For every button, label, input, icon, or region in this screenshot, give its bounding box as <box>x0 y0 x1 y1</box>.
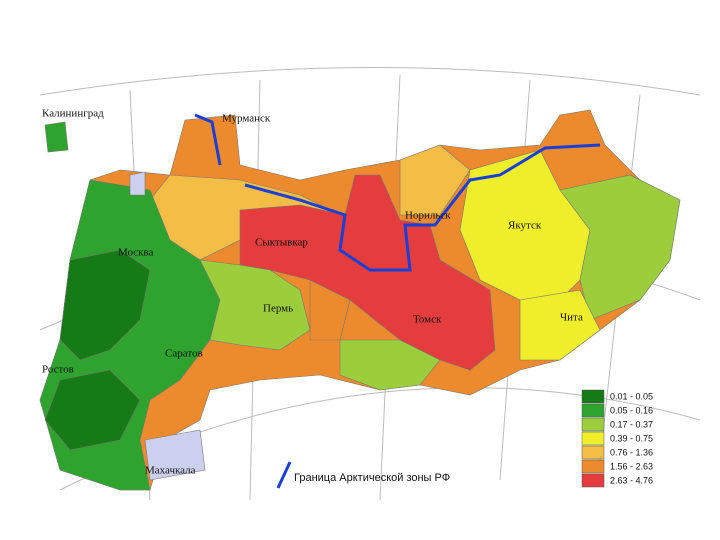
legend-swatch <box>581 403 605 418</box>
arctic-border <box>194 113 601 272</box>
city-label: Махачкала <box>145 465 196 477</box>
city-label: Норильск <box>405 210 451 222</box>
legend-label: 0.39 - 0.75 <box>610 433 653 443</box>
legend-label: 2.63 - 4.76 <box>610 475 653 485</box>
legend-swatch <box>581 417 605 432</box>
legend-swatch <box>581 459 605 474</box>
legend-swatch <box>581 389 605 404</box>
city-label: Якутск <box>508 220 542 232</box>
city-label: Чита <box>560 312 583 324</box>
legend-label: 0.76 - 1.36 <box>610 447 653 457</box>
legend-swatch <box>581 473 605 488</box>
city-label: Саратов <box>165 348 203 360</box>
legend-border-line <box>276 461 292 489</box>
regions <box>39 109 681 491</box>
legend-label: 0.05 - 0.16 <box>610 405 653 415</box>
legend-label: 0.01 - 0.05 <box>610 391 653 401</box>
city-labels: Калининград Мурманск Норильск Якутск Москва С… <box>42 108 583 477</box>
city-label: Сыктывкар <box>255 237 308 249</box>
legend-label: 0.17 - 0.37 <box>610 419 653 429</box>
legend-label: 1.56 - 2.63 <box>610 461 653 471</box>
city-label: Москва <box>118 247 154 259</box>
legend: 0.01 - 0.05 0.05 - 0.16 0.17 - 0.37 0.39 - … <box>581 389 653 488</box>
city-label: Пермь <box>263 303 293 315</box>
city-label: Ростов <box>42 364 74 376</box>
city-label: Калининград <box>42 108 104 120</box>
legend-swatch <box>581 445 605 460</box>
legend-swatch <box>581 431 605 446</box>
legend-border-label: Граница Арктической зоны РФ <box>294 472 450 484</box>
city-label: Томск <box>413 314 442 326</box>
city-label: Мурманск <box>222 113 271 125</box>
